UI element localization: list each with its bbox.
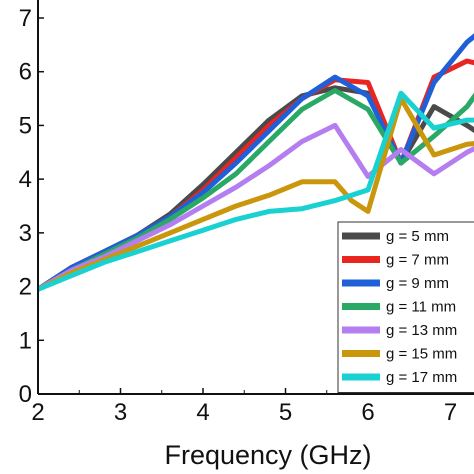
axes-layer xyxy=(37,0,474,395)
x-tick-label: 4 xyxy=(196,399,209,426)
legend-label-0: g = 5 mm xyxy=(386,228,449,245)
legend-label-3: g = 11 mm xyxy=(386,299,456,316)
x-tick-label: 2 xyxy=(31,399,44,426)
legend-label-5: g = 15 mm xyxy=(386,346,457,363)
y-tick-label: 1 xyxy=(19,327,32,354)
x-tick-label: 6 xyxy=(361,399,374,426)
legend: g = 5 mm g = 7 mm g = 9 mm g = 11 mm g = 13 … xyxy=(337,221,474,393)
y-tick-label: 5 xyxy=(19,112,32,139)
y-tick-label: 3 xyxy=(19,220,32,247)
y-tick-label: 7 xyxy=(19,5,32,32)
legend-label-2: g = 9 mm xyxy=(386,275,449,292)
ticks-layer: 0 1 2 3 4 5 6 7 2 3 4 5 6 7 xyxy=(19,5,458,426)
series-layer xyxy=(38,33,474,292)
y-tick-label: 0 xyxy=(19,381,32,408)
legend-label-4: g = 13 mm xyxy=(386,322,457,339)
legend-label-1: g = 7 mm xyxy=(386,252,449,269)
legend-label-6: g = 17 mm xyxy=(386,369,457,386)
y-tick-label: 4 xyxy=(19,166,32,193)
x-tick-label: 5 xyxy=(279,399,292,426)
x-tick-label: 3 xyxy=(114,399,127,426)
y-tick-label: 6 xyxy=(19,59,32,86)
x-axis-title: Frequency (GHz) xyxy=(164,440,371,470)
series-line-4 xyxy=(38,122,474,292)
x-tick-label: 7 xyxy=(444,399,457,426)
series-line-6 xyxy=(38,90,474,292)
series-line-5 xyxy=(38,96,474,292)
y-tick-label: 2 xyxy=(19,274,32,301)
